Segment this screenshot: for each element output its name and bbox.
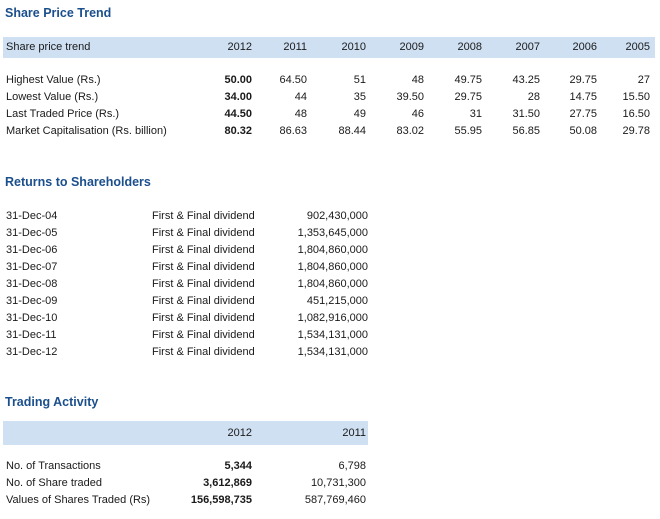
share-price-header-band [3, 37, 655, 58]
year-header-2005: 2005 [625, 41, 650, 53]
share-price-cell: 44.50 [224, 108, 252, 120]
share-price-cell: 46 [411, 108, 424, 120]
share-price-row-label: Highest Value (Rs.) [6, 74, 101, 86]
trading-year-header-2011: 2011 [342, 427, 366, 439]
dividend-date: 31-Dec-06 [6, 244, 58, 256]
dividend-date: 31-Dec-09 [6, 295, 58, 307]
dividend-type: First & Final dividend [152, 278, 255, 290]
share-price-cell: 39.50 [396, 91, 424, 103]
share-price-cell: 28 [527, 91, 540, 103]
trading-cell: 587,769,460 [304, 494, 366, 506]
year-header-2008: 2008 [457, 41, 482, 53]
share-price-cell: 48 [411, 74, 424, 86]
dividend-amount: 1,804,860,000 [297, 278, 368, 290]
dividend-type: First & Final dividend [152, 329, 255, 341]
share-price-cell: 86.63 [279, 125, 307, 137]
share-price-cell: 14.75 [569, 91, 597, 103]
share-price-cell: 49.75 [454, 74, 482, 86]
dividend-amount: 1,353,645,000 [297, 227, 368, 239]
year-header-2009: 2009 [399, 41, 424, 53]
share-price-cell: 51 [353, 74, 366, 86]
trading-activity-heading: Trading Activity [5, 395, 99, 409]
share-price-row-label: Lowest Value (Rs.) [6, 91, 99, 103]
returns-heading: Returns to Shareholders [5, 175, 151, 189]
trading-cell: 156,598,735 [190, 494, 252, 506]
dividend-date: 31-Dec-05 [6, 227, 58, 239]
year-header-2007: 2007 [515, 41, 540, 53]
dividend-date: 31-Dec-08 [6, 278, 58, 290]
dividend-amount: 1,534,131,000 [297, 329, 368, 341]
share-price-cell: 48 [294, 108, 307, 120]
trading-row-label: Values of Shares Traded (Rs) [6, 494, 151, 506]
dividend-date: 31-Dec-07 [6, 261, 58, 273]
trading-cell: 5,344 [224, 460, 252, 472]
dividend-amount: 902,430,000 [306, 210, 368, 222]
share-price-cell: 29.75 [569, 74, 597, 86]
share-price-cell: 29.75 [454, 91, 482, 103]
share-price-cell: 64.50 [279, 74, 307, 86]
trading-cell: 6,798 [338, 460, 366, 472]
year-header-2010: 2010 [341, 41, 366, 53]
share-price-cell: 50.08 [569, 125, 597, 137]
share-price-cell: 50.00 [224, 74, 252, 86]
trading-cell: 10,731,300 [310, 477, 366, 489]
share-price-cell: 31 [469, 108, 482, 120]
dividend-date: 31-Dec-11 [6, 329, 57, 341]
dividend-type: First & Final dividend [152, 261, 255, 273]
year-header-2012: 2012 [227, 41, 252, 53]
dividend-amount: 1,082,916,000 [297, 312, 368, 324]
share-price-row-label: Market Capitalisation (Rs. billion) [6, 125, 167, 137]
share-price-cell: 27.75 [569, 108, 597, 120]
dividend-type: First & Final dividend [152, 244, 255, 256]
share-price-cell: 88.44 [338, 125, 366, 137]
share-price-cell: 29.78 [622, 125, 650, 137]
dividend-date: 31-Dec-10 [6, 312, 58, 324]
dividend-type: First & Final dividend [152, 227, 255, 239]
dividend-date: 31-Dec-12 [6, 346, 58, 358]
share-price-cell: 80.32 [224, 125, 252, 137]
trading-year-header-2012: 2012 [227, 427, 252, 439]
share-price-cell: 16.50 [622, 108, 650, 120]
share-price-cell: 43.25 [512, 74, 540, 86]
share-price-cell: 35 [353, 91, 366, 103]
dividend-type: First & Final dividend [152, 295, 255, 307]
dividend-amount: 451,215,000 [306, 295, 368, 307]
dividend-amount: 1,804,860,000 [297, 261, 368, 273]
year-header-2011: 2011 [283, 41, 307, 53]
share-price-cell: 83.02 [396, 125, 424, 137]
share-price-cell: 34.00 [224, 91, 252, 103]
trading-row-label: No. of Share traded [6, 477, 103, 489]
dividend-date: 31-Dec-04 [6, 210, 58, 222]
trading-cell: 3,612,869 [203, 477, 252, 489]
share-price-row-label: Last Traded Price (Rs.) [6, 108, 120, 120]
share-price-trend-heading: Share Price Trend [5, 6, 112, 20]
dividend-amount: 1,804,860,000 [297, 244, 368, 256]
share-price-cell: 55.95 [454, 125, 482, 137]
dividend-type: First & Final dividend [152, 346, 255, 358]
share-price-cell: 15.50 [622, 91, 650, 103]
share-price-cell: 49 [353, 108, 366, 120]
share-price-cell: 31.50 [512, 108, 540, 120]
share-price-cell: 27 [637, 74, 650, 86]
trading-header-band [3, 421, 368, 445]
dividend-amount: 1,534,131,000 [297, 346, 368, 358]
dividend-type: First & Final dividend [152, 312, 255, 324]
share-price-cell: 44 [294, 91, 307, 103]
year-header-2006: 2006 [572, 41, 597, 53]
share-price-header-label: Share price trend [6, 41, 91, 53]
share-price-cell: 56.85 [512, 125, 540, 137]
dividend-type: First & Final dividend [152, 210, 255, 222]
trading-row-label: No. of Transactions [6, 460, 101, 472]
